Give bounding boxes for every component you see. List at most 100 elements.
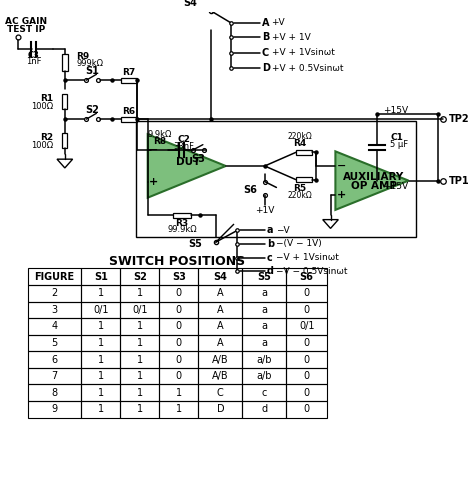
Text: 99.9kΩ: 99.9kΩ (167, 225, 197, 234)
Bar (199, 318, 242, 335)
Text: 0: 0 (303, 388, 310, 398)
Text: a: a (261, 338, 267, 348)
Bar (242, 401, 286, 418)
Text: 1: 1 (98, 288, 104, 298)
Text: +V + 1V: +V + 1V (272, 33, 310, 42)
Text: R3: R3 (175, 218, 188, 228)
Text: R8: R8 (153, 137, 166, 146)
Bar (28, 368, 82, 384)
Polygon shape (57, 159, 73, 168)
Bar (82, 351, 120, 368)
Bar (242, 302, 286, 318)
Bar (159, 302, 199, 318)
Text: S3: S3 (172, 272, 186, 282)
Polygon shape (148, 134, 226, 198)
Text: 33nF: 33nF (173, 142, 194, 151)
Polygon shape (336, 152, 409, 210)
Text: A: A (217, 321, 224, 331)
Bar (159, 268, 199, 285)
Text: 100Ω: 100Ω (31, 102, 53, 111)
Text: D: D (217, 404, 224, 414)
Text: B: B (262, 33, 269, 42)
Text: 0: 0 (176, 305, 182, 315)
Bar (242, 285, 286, 302)
Bar (286, 368, 327, 384)
Text: a: a (261, 321, 267, 331)
Bar (199, 351, 242, 368)
Bar (82, 335, 120, 351)
Text: 5 μF: 5 μF (391, 140, 409, 149)
Bar (63, 94, 67, 109)
Text: −(V − 1V): −(V − 1V) (276, 239, 322, 249)
Bar (286, 351, 327, 368)
Text: 0: 0 (303, 371, 310, 381)
Text: a/b: a/b (256, 371, 272, 381)
Text: C: C (262, 48, 269, 58)
Bar (173, 213, 191, 217)
Bar (120, 268, 159, 285)
Bar (62, 54, 68, 71)
Text: 0: 0 (176, 338, 182, 348)
Bar (63, 133, 67, 149)
Text: C3: C3 (27, 51, 39, 60)
Text: S6: S6 (300, 272, 314, 282)
Text: R1: R1 (40, 94, 53, 103)
Text: 2: 2 (52, 288, 58, 298)
Text: A: A (217, 338, 224, 348)
Text: S6: S6 (243, 185, 257, 196)
Bar (82, 285, 120, 302)
Text: 100Ω: 100Ω (31, 141, 53, 150)
Text: b: b (267, 239, 274, 249)
Bar (199, 384, 242, 401)
Text: 0: 0 (303, 338, 310, 348)
Bar (120, 335, 159, 351)
Text: 0/1: 0/1 (93, 305, 109, 315)
Text: 999kΩ: 999kΩ (76, 59, 103, 68)
Text: a/b: a/b (256, 355, 272, 365)
Bar (120, 351, 159, 368)
Bar (286, 268, 327, 285)
Text: 1: 1 (98, 355, 104, 365)
Bar (82, 318, 120, 335)
Text: 7: 7 (52, 371, 58, 381)
Text: 8: 8 (52, 388, 58, 398)
Text: −: − (337, 161, 346, 171)
Bar (286, 401, 327, 418)
Text: 0/1: 0/1 (299, 321, 314, 331)
Text: 1nF: 1nF (26, 57, 41, 66)
Text: 0: 0 (303, 404, 310, 414)
Bar (121, 78, 137, 83)
Text: AC GAIN: AC GAIN (5, 17, 47, 26)
Bar (286, 302, 327, 318)
Text: R7: R7 (123, 68, 136, 77)
Text: +V + 0.5Vsinωt: +V + 0.5Vsinωt (272, 64, 343, 73)
Bar (82, 384, 120, 401)
Text: 1: 1 (176, 404, 182, 414)
Bar (82, 401, 120, 418)
Text: 4: 4 (52, 321, 58, 331)
Text: C2: C2 (177, 135, 190, 144)
Text: R9: R9 (76, 52, 90, 61)
Bar (120, 401, 159, 418)
Text: AUXILIARY: AUXILIARY (343, 172, 404, 182)
Text: 6: 6 (52, 355, 58, 365)
Bar (199, 268, 242, 285)
Bar (120, 384, 159, 401)
Text: S5: S5 (257, 272, 271, 282)
Bar (121, 117, 137, 121)
Text: +15V: +15V (383, 106, 408, 115)
Bar (120, 318, 159, 335)
Text: 1: 1 (137, 388, 143, 398)
Text: a: a (267, 225, 273, 235)
Text: 0: 0 (176, 355, 182, 365)
Bar (159, 318, 199, 335)
Bar (159, 335, 199, 351)
Text: 1: 1 (98, 404, 104, 414)
Text: S4: S4 (213, 272, 228, 282)
Bar (199, 401, 242, 418)
Text: S2: S2 (133, 272, 147, 282)
Text: C: C (217, 388, 224, 398)
Text: OP AMP: OP AMP (351, 182, 397, 192)
Text: −15V: −15V (383, 182, 408, 191)
Bar (242, 384, 286, 401)
